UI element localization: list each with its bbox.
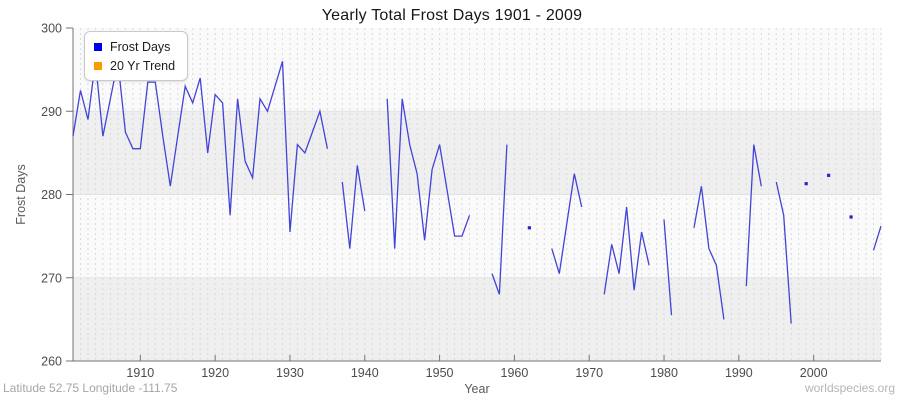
frost-days-line <box>603 206 650 295</box>
x-tick-label: 1990 <box>725 366 753 380</box>
frost-days-line <box>693 186 725 320</box>
watermark-text: worldspecies.org <box>804 381 895 395</box>
x-tick-label: 1920 <box>201 366 229 380</box>
trend-marker-icon <box>94 61 102 70</box>
chart-title: Yearly Total Frost Days 1901 - 2009 <box>321 7 583 24</box>
frost-days-line <box>341 165 366 249</box>
legend-label-20yr-trend: 20 Yr Trend <box>110 58 176 73</box>
frost-days-line <box>872 225 882 251</box>
y-tick-label: 270 <box>41 271 62 285</box>
frost-days-line <box>663 219 673 316</box>
y-axis-label: Frost Days <box>14 164 28 224</box>
data-point <box>849 215 853 219</box>
legend-item-20yr-trend: 20 Yr Trend <box>94 56 175 75</box>
x-axis-label: Year <box>464 382 489 396</box>
y-tick-label: 260 <box>41 355 62 369</box>
coordinates-text: Latitude 52.75 Longitude -111.75 <box>3 381 178 395</box>
frost-days-line <box>551 173 583 274</box>
frost-days-line <box>386 98 471 249</box>
x-tick-label: 1970 <box>575 366 603 380</box>
x-tick-label: 1960 <box>501 366 529 380</box>
frost-days-line <box>491 144 508 295</box>
x-tick-label: 1980 <box>650 366 678 380</box>
frost-days-line <box>745 144 762 287</box>
data-point <box>827 173 831 177</box>
legend: Frost Days 20 Yr Trend <box>84 31 189 81</box>
legend-label-frost-days: Frost Days <box>110 39 171 54</box>
x-tick-label: 1940 <box>351 366 379 380</box>
y-tick-label: 280 <box>41 188 62 202</box>
x-tick-label: 1930 <box>276 366 304 380</box>
x-tick-label: 1910 <box>126 366 154 380</box>
plot-band <box>73 194 881 278</box>
y-tick-label: 300 <box>41 22 62 36</box>
data-point <box>804 182 808 186</box>
frost-days-marker-icon <box>94 42 102 51</box>
legend-item-frost-days: Frost Days <box>94 37 175 56</box>
x-tick-label: 1950 <box>426 366 454 380</box>
frost-days-line <box>775 181 792 324</box>
y-tick-label: 290 <box>41 105 62 119</box>
data-point <box>527 226 531 230</box>
x-tick-label: 2000 <box>800 366 828 380</box>
